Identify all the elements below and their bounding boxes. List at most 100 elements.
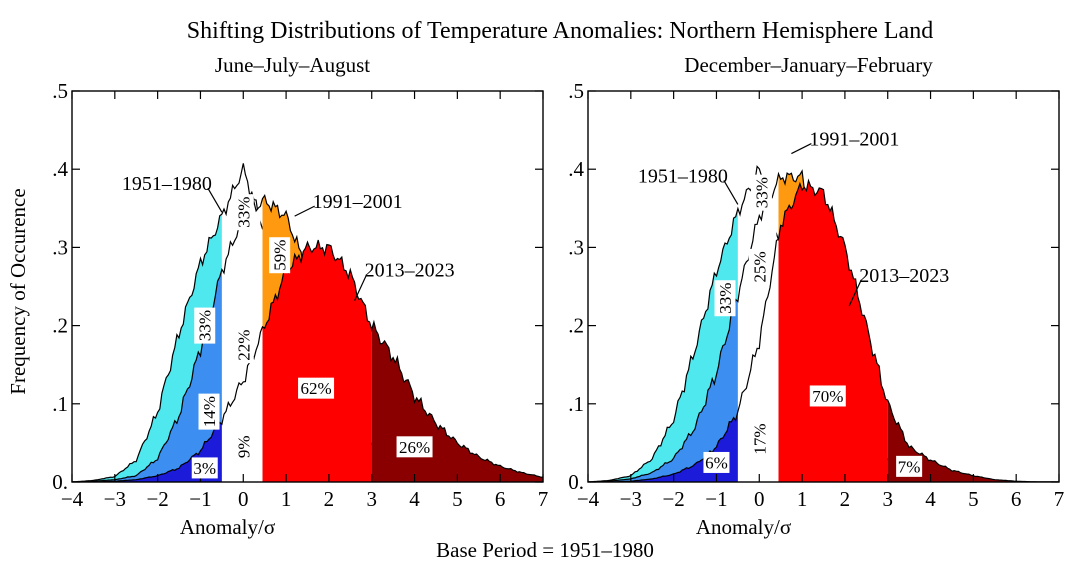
x-tick-label: 6	[1011, 487, 1022, 511]
x-tick-label: −2	[662, 487, 684, 511]
series-1991-2001-cold-fill	[588, 299, 738, 482]
y-tick-label: 0.	[568, 470, 584, 494]
annotation-arrow	[207, 187, 223, 213]
percent-label: 26%	[396, 436, 433, 458]
percent-label-text: 62%	[300, 379, 331, 398]
percent-label-box	[809, 385, 846, 407]
panel-subtitle: December–January–February	[684, 53, 933, 77]
percent-label-text: 59%	[271, 240, 290, 271]
annotation-arrow	[848, 279, 862, 307]
jja-panel: −4 −3 −2 −1 0 1 2 3 4 5 6 7 0. .1 .2 .3 .4 .5 June–July–Au…	[6, 53, 548, 539]
series-2013-2023-line	[72, 239, 543, 482]
x-tick-label: 7	[538, 487, 549, 511]
figure-title: Shifting Distributions of Temperature An…	[187, 18, 933, 44]
y-tick-label: .5	[568, 79, 584, 103]
axes-frame	[587, 90, 1060, 483]
series-1991-2001-cold-fill	[72, 269, 222, 482]
x-tick-label: −2	[146, 487, 168, 511]
percent-label-box	[198, 393, 220, 430]
series-2013-2023-line	[588, 178, 1059, 482]
series-2013-2023-band-3	[887, 400, 1059, 482]
percent-label: 7%	[896, 455, 923, 477]
period-annotation: 1951–1980	[638, 165, 728, 187]
y-tick-label: .5	[52, 79, 68, 103]
percent-label-text: 3%	[193, 459, 216, 478]
percent-label-text: 33%	[752, 177, 771, 208]
percent-label-box	[396, 436, 433, 458]
x-tick-label: 2	[324, 487, 335, 511]
djf-panel: −4 −3 −2 −1 0 1 2 3 4 5 6 7 0. .1 .2 .3 .4 .5 December–Jan…	[568, 53, 1064, 539]
percent-label-box	[269, 237, 291, 274]
percent-label-box	[232, 433, 254, 460]
annotation-arrow	[723, 180, 739, 205]
percent-label-box	[298, 377, 335, 399]
percent-label-box	[748, 248, 770, 285]
percent-label: 22%	[232, 327, 254, 364]
x-tick-label: 0	[754, 487, 765, 511]
panel-subtitle: June–July–August	[215, 53, 370, 77]
percent-label: 25%	[748, 248, 770, 285]
percent-label-text: 9%	[234, 435, 253, 458]
x-tick-label: 4	[925, 487, 936, 511]
period-annotation: 1991–2001	[313, 191, 403, 213]
annotation-arrow	[294, 205, 315, 217]
x-tick-label: −1	[189, 487, 211, 511]
y-axis-label: Frequency of Occurence	[6, 188, 30, 394]
x-tick-label: 3	[366, 487, 377, 511]
percent-label-text: 70%	[812, 387, 843, 406]
percent-label-box	[191, 457, 218, 479]
percent-label-box	[750, 174, 772, 211]
percent-label-box	[232, 327, 254, 364]
percent-label-text: 6%	[705, 453, 728, 472]
percent-label: 9%	[232, 433, 254, 460]
axes-frame	[71, 90, 544, 483]
percent-label-text: 25%	[750, 251, 769, 282]
percent-label: 17%	[748, 420, 770, 457]
percent-label: 33%	[714, 280, 736, 317]
percent-label-box	[703, 451, 730, 473]
percent-label-box	[194, 307, 216, 344]
percent-label: 59%	[269, 237, 291, 274]
x-tick-label: −3	[620, 487, 642, 511]
annotation-arrow	[354, 274, 368, 301]
percent-label-text: 7%	[898, 457, 921, 476]
percent-label: 3%	[191, 457, 218, 479]
x-tick-label: 6	[495, 487, 506, 511]
x-tick-label: −1	[705, 487, 727, 511]
series-2013-2023-band-0	[588, 411, 738, 482]
percent-label: 33%	[232, 194, 254, 231]
y-tick-label: .4	[52, 157, 68, 181]
plot-area	[588, 165, 1059, 482]
y-tick-label: 0.	[52, 470, 68, 494]
percent-label: 62%	[298, 377, 335, 399]
x-tick-label: 1	[281, 487, 292, 511]
percent-label-text: 17%	[750, 423, 769, 454]
annotation-arrow	[791, 143, 812, 155]
x-tick-label: 4	[409, 487, 420, 511]
y-tick-label: .3	[52, 235, 68, 259]
period-annotation: 1991–2001	[809, 129, 899, 151]
percent-label-text: 33%	[196, 310, 215, 341]
percent-label-text: 33%	[716, 283, 735, 314]
percent-label: 6%	[703, 451, 730, 473]
series-2013-2023-band-2	[778, 180, 888, 482]
x-tick-label: −4	[61, 487, 84, 511]
x-tick-label: 5	[968, 487, 979, 511]
percent-label-box	[896, 455, 923, 477]
percent-label-text: 22%	[234, 330, 253, 361]
y-tick-label: .3	[568, 235, 584, 259]
percent-label-text: 33%	[234, 197, 253, 228]
percent-label: 33%	[194, 307, 216, 344]
percent-label-text: 14%	[200, 396, 219, 427]
x-tick-label: −3	[104, 487, 126, 511]
percent-label: 33%	[750, 174, 772, 211]
x-tick-label: 3	[882, 487, 893, 511]
x-tick-label: 1	[797, 487, 808, 511]
percent-label: 14%	[198, 393, 220, 430]
percent-label-box	[232, 194, 254, 231]
series-2013-2023-band-3	[371, 321, 543, 482]
x-axis-label: Anomaly/σ	[696, 515, 791, 539]
base-period-label: Base Period = 1951–1980	[436, 538, 654, 562]
y-tick-label: .2	[52, 314, 68, 338]
